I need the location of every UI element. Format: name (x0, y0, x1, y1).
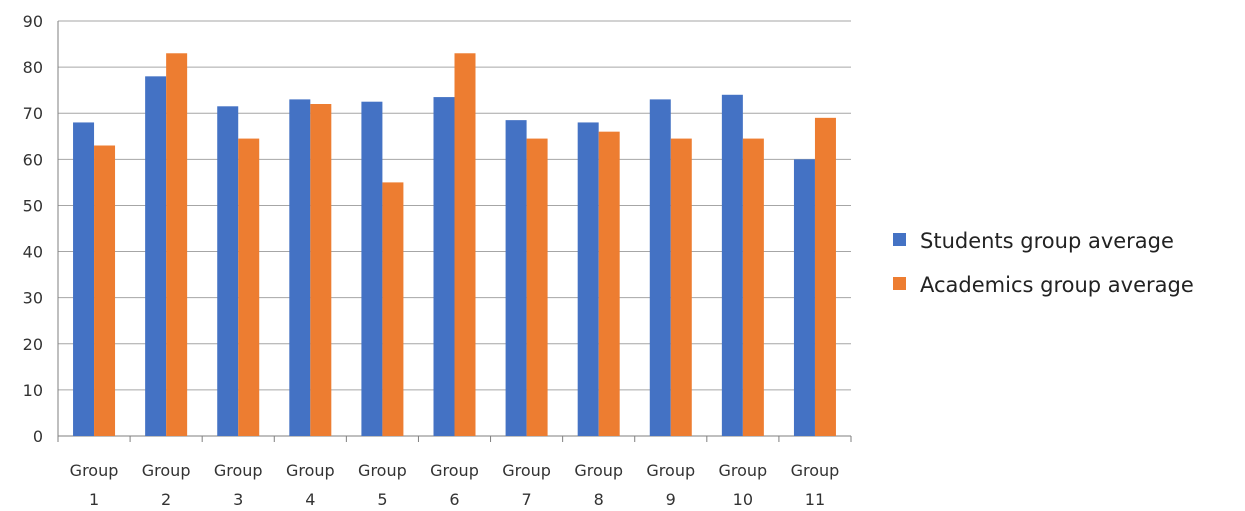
legend-swatch (893, 277, 906, 290)
bar-students (217, 106, 239, 437)
x-tick-label: Group (286, 461, 335, 480)
x-tick-label-number: 10 (733, 490, 753, 509)
bar-academics (166, 53, 188, 437)
legend-label: Academics group average (920, 273, 1194, 297)
y-tick-label: 0 (33, 427, 43, 446)
y-tick-label: 90 (23, 12, 43, 31)
x-tick-label-number: 5 (377, 490, 387, 509)
x-tick-label: Group (719, 461, 768, 480)
x-tick-label-number: 1 (89, 490, 99, 509)
y-tick-label: 30 (23, 289, 43, 308)
bar-academics (598, 131, 620, 436)
y-tick-label: 10 (23, 381, 43, 400)
x-tick-label: Group (142, 461, 191, 480)
bar-academics (742, 138, 764, 437)
y-tick-label: 50 (23, 196, 43, 215)
bar-students (505, 120, 527, 436)
bar-students (73, 122, 95, 436)
x-tick-label: Group (430, 461, 479, 480)
y-tick-label: 60 (23, 150, 43, 169)
legend-label: Students group average (920, 229, 1174, 253)
y-tick-label: 40 (23, 243, 43, 262)
bar-academics (94, 145, 116, 436)
x-tick-label-number: 4 (305, 490, 315, 509)
bar-students (361, 101, 383, 436)
bar-students (433, 97, 455, 436)
y-tick-label: 80 (23, 58, 43, 77)
bar-students (577, 122, 599, 436)
axis-labels: 0 10 20 30 40 50 60 70 80 90 Group 1 Group 2 Group 3 Gro… (23, 12, 840, 509)
x-tick-label-number: 8 (594, 490, 604, 509)
x-tick-label-number: 7 (521, 490, 531, 509)
bar-academics (526, 138, 548, 437)
x-tick-label-number: 6 (449, 490, 459, 509)
x-tick-label: Group (70, 461, 119, 480)
x-tick-label: Group (646, 461, 695, 480)
x-tick-label-number: 11 (805, 490, 825, 509)
bar-students (649, 99, 671, 436)
bar-academics (382, 182, 404, 436)
x-tick-label: Group (214, 461, 263, 480)
x-tick-label-number: 9 (666, 490, 676, 509)
x-tick-label-number: 2 (161, 490, 171, 509)
bar-academics (670, 138, 692, 437)
bar-students (721, 94, 743, 437)
y-tick-label: 20 (23, 335, 43, 354)
bar-students (793, 159, 815, 437)
bars (73, 53, 836, 437)
y-tick-label: 70 (23, 104, 43, 123)
x-tick-label: Group (502, 461, 551, 480)
bar-students (145, 76, 167, 436)
legend: Students group average Academics group av… (893, 229, 1194, 297)
x-tick-label: Group (791, 461, 840, 480)
bar-academics (238, 138, 260, 437)
legend-swatch (893, 233, 906, 246)
bar-academics (310, 104, 332, 436)
bar-academics (454, 53, 476, 437)
x-tick-label: Group (574, 461, 623, 480)
x-tick-label-number: 3 (233, 490, 243, 509)
bar-students (289, 99, 311, 436)
x-tick-label: Group (358, 461, 407, 480)
bar-academics (814, 117, 836, 436)
